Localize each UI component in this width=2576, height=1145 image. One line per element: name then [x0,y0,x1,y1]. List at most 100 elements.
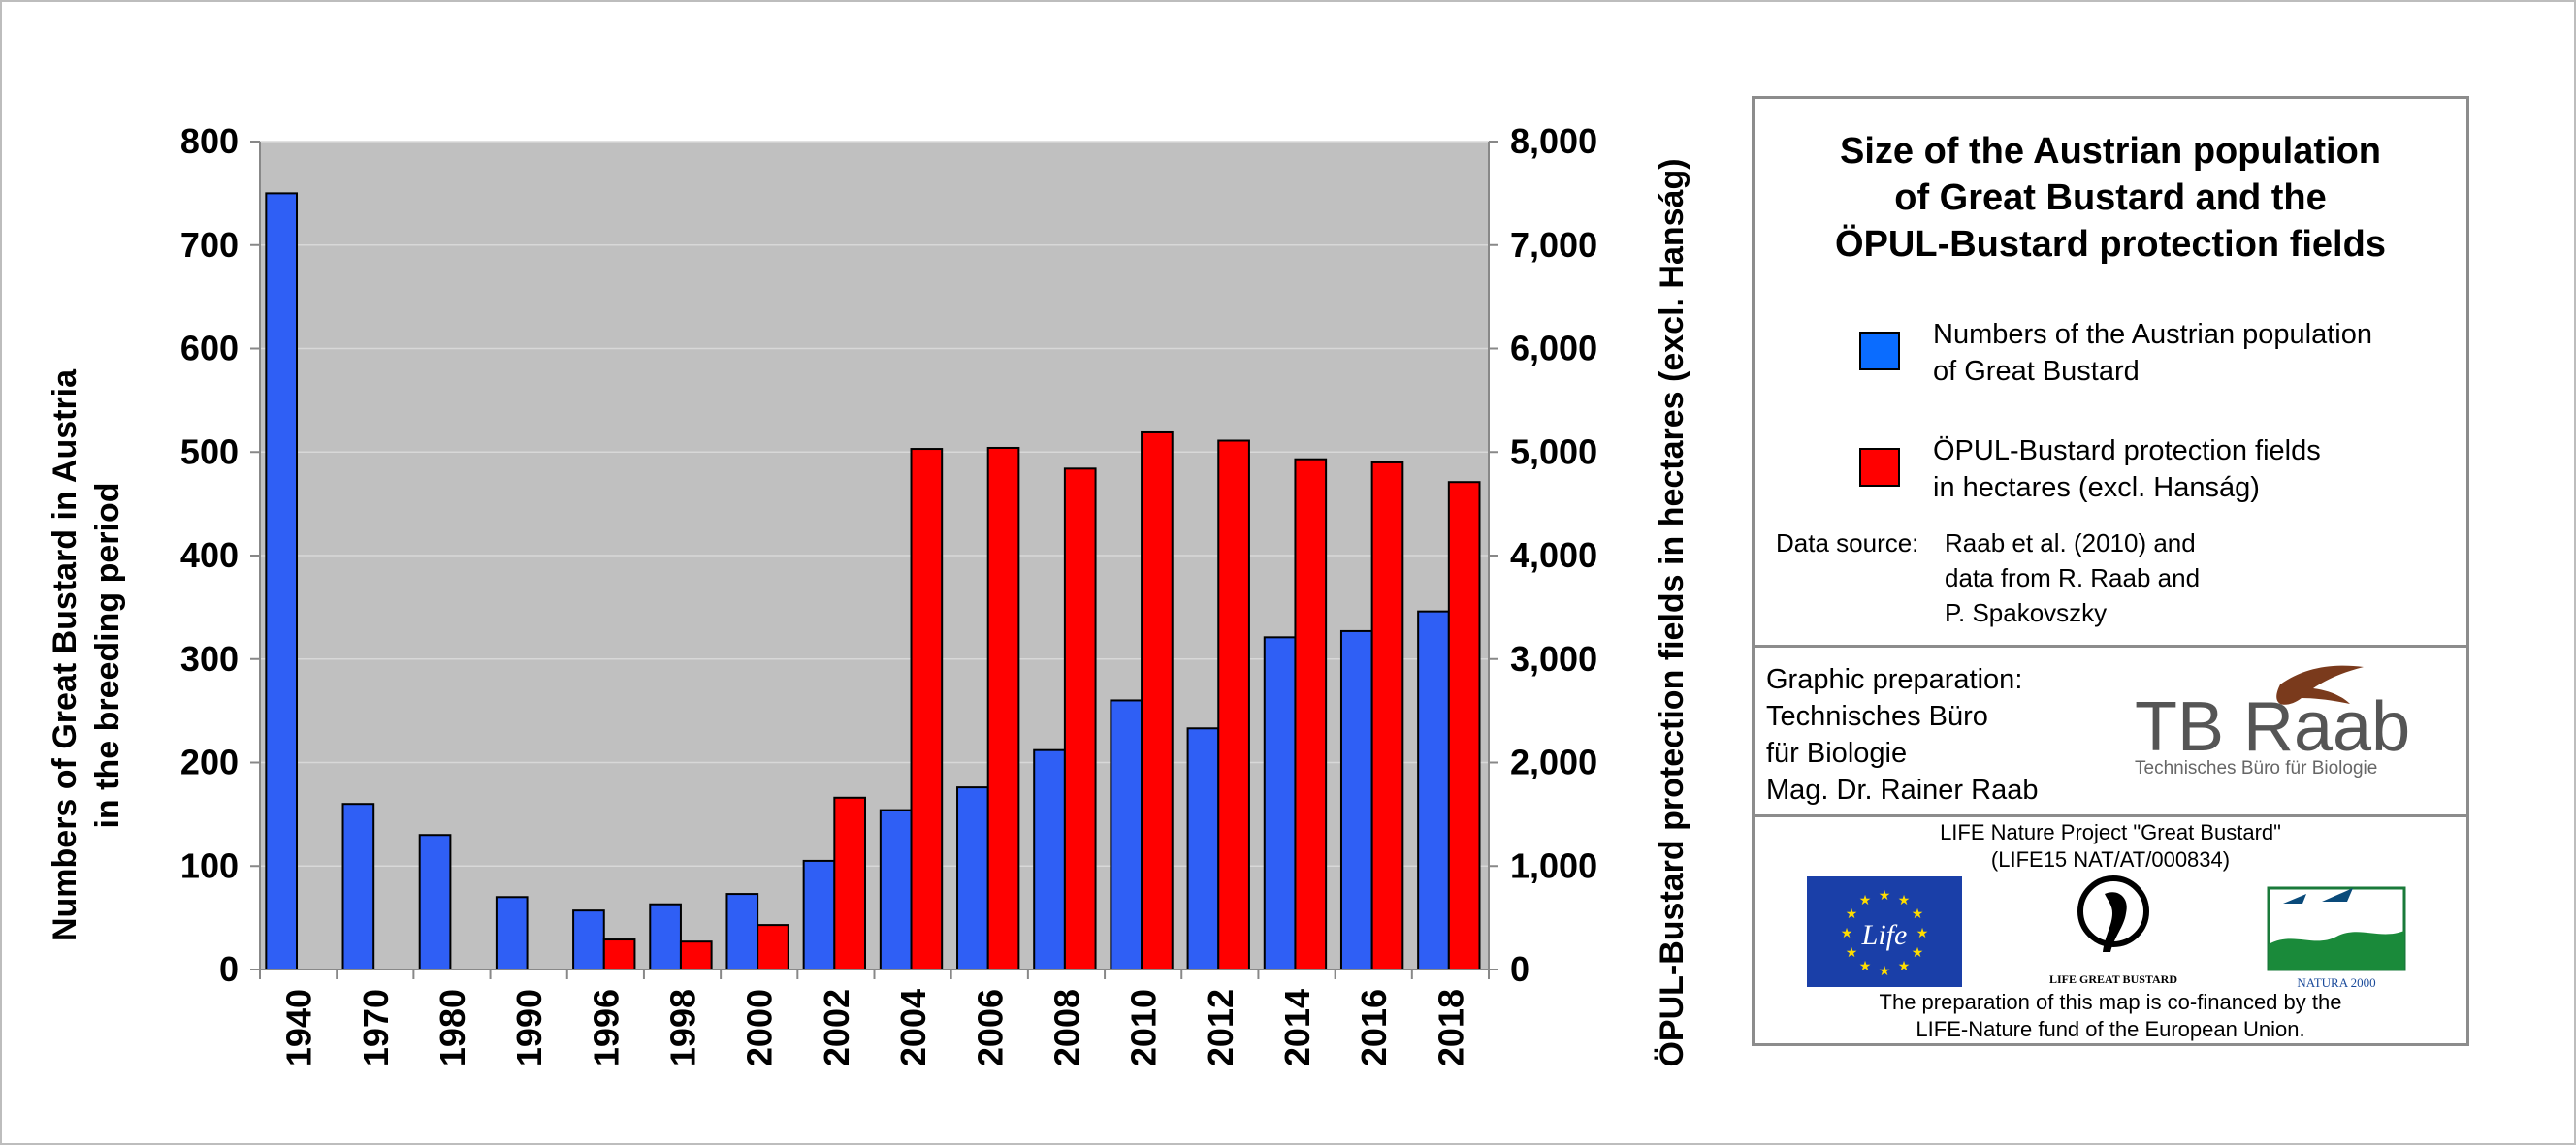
x-tick-label: 2010 [1124,989,1164,1066]
legend-label-population: Numbers of the Austrian population of Gr… [1933,316,2372,390]
prep-line-2: Technisches Büro [1766,701,1988,732]
y-tick-label: 700 [180,225,239,265]
bar-protection-fields [1217,439,1250,970]
natura-2000-logo: NATURA 2000 [2267,886,2406,990]
svg-text:★: ★ [1841,926,1853,941]
svg-text:★: ★ [1859,959,1872,974]
x-tick-label: 2006 [970,989,1010,1066]
bar-chart: 0 100 200 300 400 500 600 700 800 0 1,000 2,000 3,00… [47,121,1690,1067]
eu-logo-text: Life [1861,919,1908,951]
bar-population [956,786,989,970]
svg-text:★: ★ [1879,888,1891,904]
legend-label-population-line-1: Numbers of the Austrian population [1933,319,2372,350]
legend-label-protection-fields-line-2: in hectares (excl. Hanság) [1933,472,2260,503]
bar-protection-fields [833,796,866,970]
x-tick-label: 1990 [509,989,549,1066]
y-tick-label: 400 [180,535,239,575]
y2-tick-label: 4,000 [1510,535,1597,575]
bar-population [879,809,913,970]
bar-protection-fields [1447,481,1481,970]
cofin-line-2: LIFE-Nature fund of the European Union. [1916,1017,2305,1041]
legend-swatch-population [1859,332,1900,370]
bar-protection-fields [1294,458,1328,971]
x-tick-label: 2016 [1354,989,1394,1066]
bar-protection-fields [757,924,789,970]
svg-text:★: ★ [1879,964,1891,979]
divider-2 [1755,814,2466,817]
svg-text:★: ★ [1846,906,1858,922]
bar-protection-fields [1370,461,1404,970]
bar-population [341,803,375,971]
y2-tick-label: 3,000 [1510,639,1597,679]
life-line-2: (LIFE15 NAT/AT/000834) [1990,847,2231,872]
eu-life-logo: ★ ★ ★ ★ ★ ★ ★ ★ ★ ★ ★ ★ Life [1807,876,1962,987]
life-gb-logo-text: LIFE GREAT BUSTARD [2049,972,2177,986]
prep-line-3: für Biologie [1766,738,1908,769]
life-line-1: LIFE Nature Project "Great Bustard" [1940,820,2281,844]
logo-text: TB Raab [2135,688,2410,766]
life-project: LIFE Nature Project "Great Bustard" (LIF… [1755,819,2466,874]
x-tick-label: 2014 [1277,989,1317,1066]
y-tick-label: 0 [219,949,239,989]
co-financing-note: The preparation of this map is co-financ… [1755,989,2466,1043]
x-tick-label: 2008 [1046,989,1086,1066]
y2-tick-label: 7,000 [1510,225,1597,265]
natura-logo-text: NATURA 2000 [2297,975,2375,990]
bar-population [265,192,299,970]
bar-population [1186,727,1220,971]
bar-population [1033,748,1066,970]
eu-stars-icon: ★ ★★ ★★★ ★★★ ★★★ Life [1841,888,1929,979]
data-source-label: Data source: [1776,528,1919,557]
bar-population [1263,636,1297,971]
legend-label-protection-fields-line-1: ÖPUL-Bustard protection fields [1933,435,2321,466]
bar-population [1339,629,1373,970]
bar-protection-fields [1141,430,1174,970]
y-tick-label: 500 [180,431,239,471]
x-tick-label: 2004 [893,989,933,1066]
x-tick-label: 1980 [433,989,472,1066]
panel-title-line-3: ÖPUL-Bustard protection fields [1835,224,2386,265]
svg-text:★: ★ [1912,906,1924,922]
bar-population [725,893,759,971]
svg-text:★: ★ [1898,893,1911,908]
bar-population [1417,610,1450,971]
legend-panel: Size of the Austrian population of Great… [1752,96,2469,1046]
bar-population [1110,699,1143,970]
x-tick-label: 2018 [1431,989,1470,1066]
y2-tick-label: 6,000 [1510,329,1597,368]
panel-title-line-1: Size of the Austrian population [1839,131,2382,172]
y2-tick-label: 5,000 [1510,431,1597,471]
svg-text:★: ★ [1916,926,1929,941]
x-tick-label: 1970 [356,989,396,1066]
x-tick-label: 2002 [817,989,856,1066]
prep-line-1: Graphic preparation: [1766,664,2023,695]
bar-population [495,896,529,971]
life-great-bustard-logo: LIFE GREAT BUSTARD [2049,875,2177,986]
panel-title: Size of the Austrian population of Great… [1755,128,2466,268]
svg-text:★: ★ [1912,945,1924,961]
y-tick-label: 300 [180,639,239,679]
bar-population [802,859,836,970]
y2-axis-title: ÖPUL-Bustard protection fields in hectar… [1654,158,1690,1066]
data-source-line-1: Raab et al. (2010) and [1945,528,2196,557]
x-tick-label: 1996 [586,989,626,1066]
panel-title-line-2: of Great Bustard and the [1894,177,2327,218]
y-tick-label: 100 [180,845,239,885]
bar-population [572,909,605,971]
bar-protection-fields [1063,467,1097,970]
y-tick-label: 200 [180,743,239,782]
tick-labels: 0 100 200 300 400 500 600 700 800 0 1,000 2,000 3,00… [180,121,1597,1066]
y2-tick-label: 2,000 [1510,743,1597,782]
bar-protection-fields [986,446,1020,971]
cofin-line-1: The preparation of this map is co-financ… [1879,990,2342,1014]
svg-text:★: ★ [1846,945,1858,961]
x-tick-label: 1940 [279,989,319,1066]
graphic-preparation: Graphic preparation: Technisches Büro fü… [1766,661,2038,809]
bar-population [649,903,682,970]
data-source-line-2: data from R. Raab and [1945,563,2201,592]
x-tick-label: 2000 [740,989,780,1066]
y-axis-title-line-2: in the breeding period [89,482,126,828]
legend-label-population-line-2: of Great Bustard [1933,356,2140,387]
y-axis-title-line-1: Numbers of Great Bustard in Austria [47,368,83,941]
